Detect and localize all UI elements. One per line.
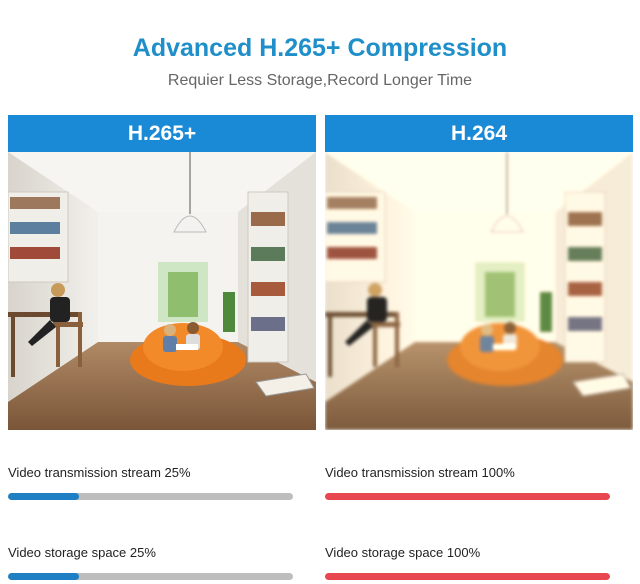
metric-label: Video storage space 100% xyxy=(325,545,481,560)
progress-bar xyxy=(325,573,610,580)
progress-fill xyxy=(8,573,80,580)
page-title: Advanced H.265+ Compression xyxy=(132,34,508,62)
metric-label: Video storage space 25% xyxy=(8,545,156,560)
metric-storage-h265: Video storage space 25% xyxy=(8,545,293,580)
metric-stream-h264: Video transmission stream 100% xyxy=(325,465,610,500)
page-subtitle: Requier Less Storage,Record Longer Time xyxy=(167,72,473,89)
panel-h265: H.265+ xyxy=(8,115,316,430)
progress-bar xyxy=(8,573,293,580)
progress-fill xyxy=(325,493,610,500)
room-image-sharp xyxy=(8,152,316,430)
progress-fill xyxy=(8,493,80,500)
metric-storage-h264: Video storage space 100% xyxy=(325,545,610,580)
panel-header: H.265+ xyxy=(8,115,316,152)
progress-bar xyxy=(325,493,610,500)
panel-header: H.264 xyxy=(325,115,633,152)
room-image-blurry xyxy=(325,152,633,430)
metric-label: Video transmission stream 25% xyxy=(8,465,191,480)
metric-stream-h265: Video transmission stream 25% xyxy=(8,465,293,500)
progress-fill xyxy=(325,573,610,580)
panel-h264: H.264 xyxy=(325,115,633,430)
metric-label: Video transmission stream 100% xyxy=(325,465,515,480)
progress-bar xyxy=(8,493,293,500)
